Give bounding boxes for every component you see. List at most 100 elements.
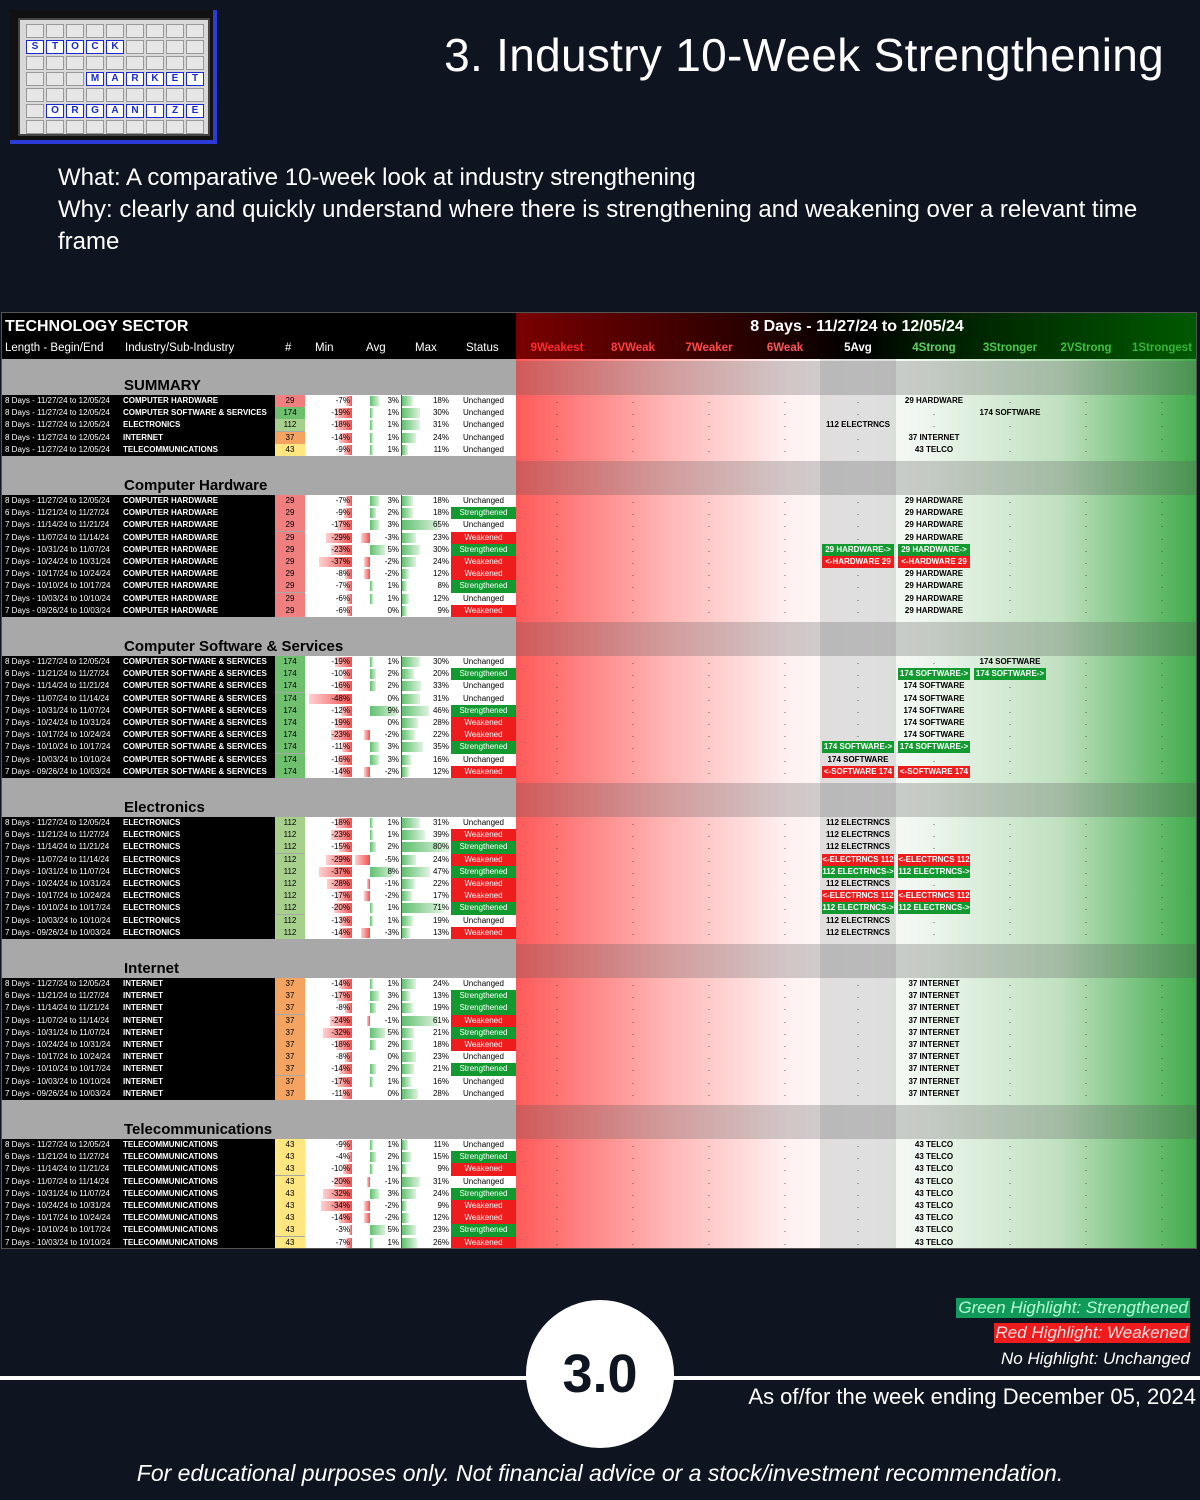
table-row: 7 Days - 10/17/24 to 10/24/24 ELECTRONICS… <box>2 890 1196 903</box>
bin-empty-dot: . <box>555 669 559 679</box>
bin-empty-dot: . <box>631 432 635 442</box>
logo-cell <box>146 40 164 54</box>
bin-empty-dot: . <box>1008 903 1012 913</box>
bin-empty-dot: . <box>707 1164 711 1174</box>
cell-max: 31% <box>402 817 451 830</box>
cell-min: -8% <box>305 568 352 581</box>
logo-cell <box>26 24 44 38</box>
cell-max: 21% <box>402 1026 451 1039</box>
logo-cell: A <box>106 104 124 118</box>
max-bar <box>402 1237 418 1248</box>
avg-bar <box>367 1015 370 1026</box>
bin-empty-dot: . <box>707 496 711 505</box>
cell-status: Weakened <box>451 1200 516 1213</box>
avg-value: 3% <box>387 520 399 530</box>
cell-status: Strengthened <box>451 990 516 1003</box>
bin-empty-dot: . <box>1160 1064 1164 1074</box>
bin-label: 174 SOFTWARE <box>903 681 965 691</box>
cell-avg: 1% <box>352 407 402 420</box>
bin-empty-dot: . <box>631 891 635 901</box>
bin-empty-dot: . <box>631 569 635 579</box>
cell-min: -23% <box>305 543 352 556</box>
bin-empty-dot: . <box>1160 681 1164 691</box>
bin-empty-dot: . <box>783 1027 787 1037</box>
bin-empty-dot: . <box>1160 581 1164 591</box>
bin-empty-dot: . <box>707 1176 711 1186</box>
bin-empty-dot: . <box>631 1140 635 1149</box>
max-bar <box>402 927 410 938</box>
logo-cell: C <box>86 40 104 54</box>
logo-cell <box>86 56 104 70</box>
bin-empty-dot: . <box>1160 569 1164 579</box>
cell-status: Strengthened <box>451 580 516 593</box>
logo-cell: E <box>166 72 184 86</box>
cell-industry: COMPUTER SOFTWARE & SERVICES <box>123 753 275 766</box>
cell-avg: -2% <box>352 1200 402 1213</box>
max-bar <box>402 866 430 877</box>
cell-length: 7 Days - 11/07/24 to 11/14/24 <box>5 1175 123 1188</box>
bin-label: 112 ELECTRNCS <box>825 842 891 852</box>
cell-length: 6 Days - 11/21/24 to 11/27/24 <box>5 829 123 842</box>
cell-length: 7 Days - 10/24/24 to 10/31/24 <box>5 1200 123 1212</box>
avg-bar <box>370 432 373 443</box>
bin-empty-dot: . <box>555 557 559 566</box>
avg-value: 3% <box>387 396 399 405</box>
bin-empty-dot: . <box>631 544 635 554</box>
min-value: -48% <box>331 693 350 703</box>
min-value: -10% <box>331 1164 350 1174</box>
min-bar <box>331 730 352 741</box>
logo-cell <box>66 72 84 86</box>
bin-label: 29 HARDWARE <box>904 581 964 591</box>
max-value: 17% <box>432 891 449 901</box>
logo-cell: O <box>46 104 64 118</box>
bin-empty-dot: . <box>631 1003 635 1013</box>
cell-max: 30% <box>402 656 451 669</box>
logo-row <box>26 88 204 102</box>
table-row: 8 Days - 11/27/24 to 12/05/24 COMPUTER HA… <box>2 395 1196 408</box>
bin-label: 174 SOFTWARE-> <box>974 668 1046 681</box>
avg-value: -5% <box>384 854 399 864</box>
cell-length: 7 Days - 10/31/24 to 11/07/24 <box>5 865 123 878</box>
bin-label: 29 HARDWARE <box>904 508 964 518</box>
cell-status: Unchanged <box>451 680 516 693</box>
section-title: Telecommunications <box>124 1121 273 1138</box>
bin-empty-dot: . <box>783 866 787 876</box>
cell-status: Unchanged <box>451 753 516 766</box>
avg-value: -1% <box>384 879 399 888</box>
cell-status: Strengthened <box>451 1026 516 1039</box>
min-value: -9% <box>335 1140 350 1149</box>
bin-label: 43 TELCO <box>914 1237 954 1247</box>
bin-label: 37 INTERNET <box>908 1003 960 1013</box>
avg-column-band <box>820 313 896 1248</box>
table-row: 8 Days - 11/27/24 to 12/05/24 INTERNET 37 -… <box>2 978 1196 991</box>
avg-value: 5% <box>387 1027 399 1037</box>
bin-empty-dot: . <box>555 1176 559 1186</box>
max-bar <box>402 705 430 716</box>
bin-empty-dot: . <box>1160 520 1164 530</box>
min-bar <box>345 496 352 506</box>
cell-max: 24% <box>402 853 451 866</box>
bin-empty-dot: . <box>932 818 936 827</box>
min-bar <box>337 681 352 692</box>
bin-empty-dot: . <box>783 1201 787 1210</box>
bin-empty-dot: . <box>1008 1015 1012 1025</box>
cell-status: Unchanged <box>451 419 516 432</box>
cell-length: 8 Days - 11/27/24 to 12/05/24 <box>5 431 123 444</box>
avg-bar <box>364 1213 370 1224</box>
cell-avg: 3% <box>352 753 402 766</box>
avg-bar <box>370 866 394 877</box>
max-value: 47% <box>432 866 449 876</box>
avg-bar <box>370 979 373 989</box>
avg-value: 2% <box>387 681 399 691</box>
cell-status: Unchanged <box>451 1087 516 1100</box>
logo-cell <box>86 120 104 134</box>
cell-avg: -2% <box>352 890 402 903</box>
min-bar <box>339 1064 352 1075</box>
bin-empty-dot: . <box>783 605 787 615</box>
cell-max: 30% <box>402 543 451 556</box>
bin-empty-dot: . <box>1008 1003 1012 1013</box>
cell-min: -32% <box>305 1026 352 1039</box>
bin-empty-dot: . <box>932 408 936 418</box>
logo-cell <box>106 24 124 38</box>
cell-length: 7 Days - 11/14/24 to 11/21/24 <box>5 519 123 532</box>
